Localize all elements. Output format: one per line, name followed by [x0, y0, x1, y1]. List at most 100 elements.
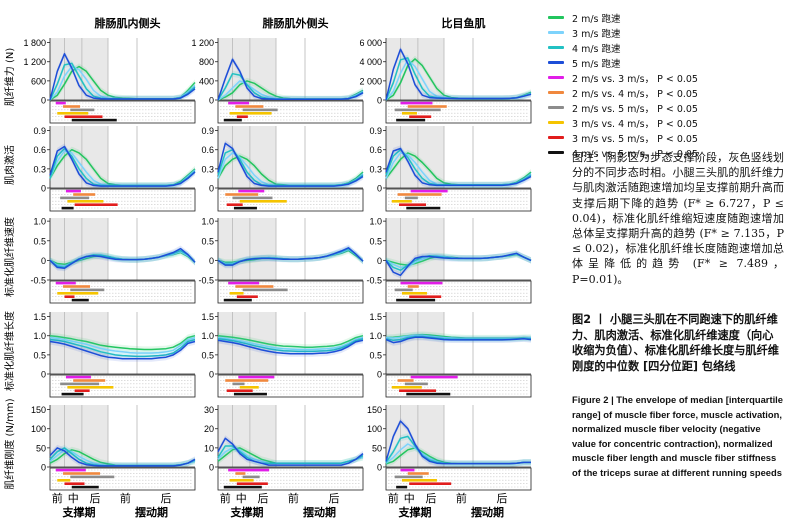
iqr-band [386, 56, 531, 100]
legend-swatch [548, 61, 564, 64]
y-tick-label: 0.3 [201, 164, 214, 174]
series-line [385, 336, 532, 344]
y-tick-label: 1 800 [23, 38, 46, 48]
legend-swatch [548, 16, 564, 19]
support-phase-label: 支撑期 [62, 505, 96, 519]
y-tick-label: 800 [199, 57, 214, 67]
panel: 1.0 0.5 0 -0.5 [30, 217, 196, 304]
panel: 0.9 0.6 0.3 0 [33, 126, 196, 212]
significance-bar [60, 382, 100, 386]
significance-bar [400, 468, 415, 472]
y-tick-label: -0.5 [30, 276, 46, 286]
significance-bar [235, 105, 264, 108]
significance-bar [63, 285, 91, 288]
iqr-band [50, 444, 195, 467]
y-tick-label: 0 [209, 463, 214, 473]
phase-label: 中 [404, 492, 415, 505]
significance-bar [229, 479, 254, 482]
y-tick-label: 0 [209, 184, 214, 194]
panel: 1 200 800 400 0 [191, 38, 364, 124]
y-tick-label: 0.5 [33, 236, 46, 246]
y-tick-label: -0.5 [198, 276, 214, 286]
significance-bar [228, 468, 270, 472]
series-line [217, 445, 364, 464]
phase-label: 前 [388, 491, 399, 505]
y-tick-label: 0 [41, 370, 46, 380]
significance-bar [404, 196, 418, 200]
significance-bar [239, 386, 259, 389]
series-line [217, 336, 364, 351]
y-tick-label: 0 [41, 463, 46, 473]
significance-bar [71, 118, 117, 122]
series-line [49, 340, 196, 360]
significance-bar [400, 281, 443, 285]
series-line [385, 48, 532, 101]
iqr-band [50, 63, 195, 100]
series-line [49, 338, 196, 358]
series-line [49, 247, 196, 269]
phase-label: 前 [220, 491, 231, 505]
column-titles: 腓肠肌内侧头 腓肠肌外侧头 比目鱼肌 [95, 16, 486, 30]
significance-bar [391, 386, 422, 389]
significance-bar [396, 485, 408, 489]
legend-label: 2 m/s vs. 3 m/s， P < 0.05 [572, 73, 698, 85]
panel: 0.9 0.6 0.3 0 [369, 126, 532, 212]
y-tick-label: 1.0 [33, 217, 46, 227]
significance-bar [55, 281, 76, 285]
legend-label: 4 m/s vs. 5 m/s， P < 0.05 [572, 148, 698, 160]
significance-bar [409, 482, 452, 485]
significance-bar [71, 485, 99, 489]
y-tick-label: -0.5 [366, 276, 382, 286]
y-tick-label: 10 [204, 443, 214, 453]
iqr-band [218, 444, 363, 467]
significance-bar [67, 386, 114, 389]
iqr-band [218, 244, 363, 269]
series-line [217, 334, 364, 348]
stance-shading [50, 218, 108, 280]
series-line [49, 334, 196, 351]
legend-item: 2 m/s vs. 3 m/s， P < 0.05 [548, 70, 786, 85]
legend-swatch [548, 91, 564, 94]
series-line [49, 145, 196, 187]
significance-bar [235, 472, 246, 475]
significance-bar [70, 288, 105, 292]
significance-bar [409, 295, 442, 298]
y-tick-label: 0 [41, 184, 46, 194]
significance-bar [242, 108, 278, 112]
stance-shading [218, 38, 276, 100]
iqr-band [218, 245, 363, 268]
iqr-band [50, 146, 195, 188]
y-tick-label: 100 [31, 424, 46, 434]
y-tick-label: 1.0 [33, 331, 46, 341]
significance-bar [57, 292, 99, 295]
phase-label: 前 [120, 491, 131, 505]
significance-bar [406, 206, 441, 210]
significance-bar [401, 479, 437, 482]
legend: 2 m/s 跑速 3 m/s 跑速 4 m/s 跑速 5 m/s 跑速 2 m/s vs… [548, 10, 786, 160]
panel: 6 000 4 000 2 000 0 [359, 38, 532, 124]
significance-bar [64, 295, 75, 298]
significance-bar [409, 115, 432, 118]
significance-bar [74, 203, 118, 206]
legend-item: 2 m/s vs. 4 m/s， P < 0.05 [548, 85, 786, 100]
panel: 0.9 0.6 0.3 0 [201, 126, 364, 212]
support-phase-label: 支撑期 [230, 505, 264, 519]
series-line [385, 420, 531, 465]
legend-label: 2 m/s 跑速 [572, 13, 621, 25]
y-tick-label: 1.5 [201, 312, 214, 322]
significance-bar [401, 292, 427, 295]
y-tick-label: 20 [204, 424, 214, 434]
y-tick-label: 0.6 [33, 145, 46, 155]
legend-swatch [548, 151, 564, 154]
significance-bar [397, 379, 414, 382]
significance-bar [238, 189, 265, 193]
series-line [49, 447, 196, 467]
chart-panels: 1 800 1 200 600 0 1 200 800 400 0 6 000 4 000 2 00… [23, 38, 532, 491]
phase-label: 后 [89, 492, 100, 505]
y-tick-label: 1.0 [369, 331, 382, 341]
significance-bar [394, 108, 441, 112]
iqr-band [218, 246, 363, 267]
series-line [217, 247, 364, 266]
significance-bar [73, 193, 96, 196]
